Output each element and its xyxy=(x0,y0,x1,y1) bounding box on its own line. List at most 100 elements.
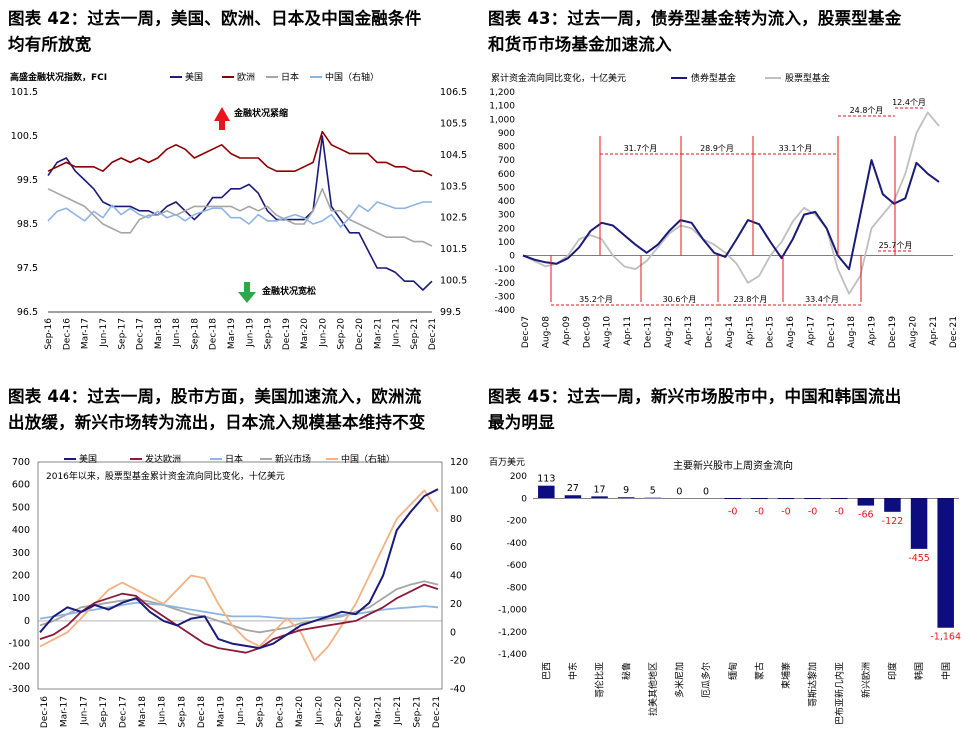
fig42-xtick-0: Sep-16 xyxy=(44,318,54,350)
fig43-ytick-1: 1,100 xyxy=(489,102,515,112)
fig45-value-label-1: 27 xyxy=(567,483,579,494)
fig45-bar-9 xyxy=(777,498,795,500)
fig43-xtick-3: Dec-09 xyxy=(582,316,592,348)
fig44-title: 图表 44：过去一周，股市方面，美国加速流入，欧洲流 出放缓，新兴市场转为流出，… xyxy=(8,384,478,436)
fig45-xtick-15: 中国 xyxy=(940,662,952,680)
fig43-bot-label-1: 30.6个月 xyxy=(663,295,697,304)
fig43-ytick-12: 0 xyxy=(509,252,515,262)
fig44-ytick-left-5: 200 xyxy=(12,571,30,582)
fig45-xtick-9: 柬埔寨 xyxy=(780,662,792,689)
fig44-series-cn xyxy=(39,489,439,662)
fig45-xtick-6: 厄瓜多尔 xyxy=(700,662,712,698)
fig42-xtick-7: Jun-18 xyxy=(172,318,182,348)
fig44-xtick-7: Sep-18 xyxy=(177,696,187,728)
fig42-xtick-15: Jun-20 xyxy=(318,318,328,348)
fig45-xtick-5: 多米尼加 xyxy=(674,662,686,698)
fig43-ytick-10: 200 xyxy=(498,224,515,234)
fig43-ytick-13: -100 xyxy=(495,265,516,275)
fig44-series-eu xyxy=(39,583,439,654)
fig44-ytick-right-8: -40 xyxy=(450,684,466,695)
fig44-xtick-15: Sep-20 xyxy=(334,696,344,728)
fig45-ytick-0: 200 xyxy=(510,472,527,482)
fig44-frame xyxy=(37,461,443,690)
fig43-note: 累计资金流向同比变化，十亿美元 xyxy=(491,72,626,84)
fig45-bar-1 xyxy=(564,495,582,499)
fig45-ytick-3: -400 xyxy=(507,539,528,549)
fig43-ytick-9: 300 xyxy=(498,211,515,221)
fig44-xtick-18: Jun-21 xyxy=(393,696,403,726)
fig43-title-line2: 和货币市场基金加速流入 xyxy=(488,35,672,54)
fig45-value-label-11: -0 xyxy=(834,506,843,517)
fig44-ytick-right-0: 120 xyxy=(450,457,468,468)
fig43-top-label-3: 24.8个月 xyxy=(850,106,884,115)
fig45-bar-3 xyxy=(617,497,635,499)
fig43-legend-label-0: 债券型基金 xyxy=(691,72,736,84)
fig44-xtick-10: Jun-19 xyxy=(236,696,246,726)
fig45-value-label-15: -1,164 xyxy=(930,632,961,643)
fig45-xtick-3: 秘鲁 xyxy=(620,662,632,680)
fig44-series-jp xyxy=(39,601,439,620)
fig43-ytick-8: 400 xyxy=(498,197,515,207)
fig45-value-label-0: 113 xyxy=(537,474,555,485)
fig42-xtick-17: Dec-20 xyxy=(355,318,365,350)
fig43-ytick-7: 500 xyxy=(498,183,515,193)
fig45-ytick-8: -1,400 xyxy=(498,650,527,660)
fig42-note: 高盛金融状况指数，FCI xyxy=(10,71,107,83)
fig45-bar-11 xyxy=(830,498,848,500)
fig44-svg: 美国 发达欧洲 日本 新兴市场 中国（右轴） 2016年以来，股票型基金累计资金流向同比变… xyxy=(8,453,468,728)
fig45-bar-14 xyxy=(910,498,928,549)
fig43-xtick-16: Aug-18 xyxy=(847,316,857,349)
fig45-svg: 百万美元 主要新兴股市上周资金流向 200 0 -200 -400 -600 -800 -1,0… xyxy=(489,456,961,725)
fig45-xtick-2: 哥伦比亚 xyxy=(594,662,606,698)
fig42-xtick-2: Mar-17 xyxy=(81,318,91,349)
fig45-value-label-8: -0 xyxy=(755,506,764,517)
fig44-ytick-left-6: 100 xyxy=(12,593,30,604)
fig45-value-label-5: 0 xyxy=(676,486,682,497)
fig45-ytick-6: -1,000 xyxy=(498,606,527,616)
fig42-legend-label-3: 中国（右轴） xyxy=(325,71,379,83)
fig45-ytick-1: 0 xyxy=(521,494,527,504)
fig42-xtick-13: Dec-19 xyxy=(282,318,292,350)
fig45-bar-7 xyxy=(724,498,741,500)
fig45-bar-0 xyxy=(538,485,555,499)
fig43-xtick-10: Aug-14 xyxy=(725,316,735,349)
fig43-ytick-11: 100 xyxy=(498,238,515,248)
fig42-down-arrow-icon xyxy=(238,282,256,303)
fig45-xtick-8: 蒙古 xyxy=(753,662,765,680)
fig44-xtick-16: Dec-20 xyxy=(354,696,364,728)
fig45-value-label-7: -0 xyxy=(728,506,737,517)
fig43-xtick-11: Apr-15 xyxy=(745,316,755,346)
fig45-value-label-4: 5 xyxy=(650,486,656,497)
fig42-xtick-10: Mar-19 xyxy=(227,318,237,349)
fig44-xtick-5: Mar-18 xyxy=(138,696,148,727)
fig45-xtick-7: 缅甸 xyxy=(727,662,739,680)
fig43-xtick-19: Aug-20 xyxy=(908,316,918,349)
fig44-ytick-left-7: 0 xyxy=(24,616,30,627)
fig43-ytick-4: 800 xyxy=(498,143,515,153)
fig43-ytick-2: 1,000 xyxy=(489,115,515,125)
fig43-xtick-6: Dec-11 xyxy=(643,316,653,348)
fig43-xtick-18: Dec-19 xyxy=(888,316,898,348)
fig44-title-line1: 图表 44：过去一周，股市方面，美国加速流入，欧洲流 xyxy=(8,387,422,406)
fig43-series-bond xyxy=(522,159,940,271)
fig42-xtick-9: Dec-18 xyxy=(209,318,219,350)
fig42-ytick-left-1: 100.5 xyxy=(11,131,38,142)
fig44-xtick-9: Mar-19 xyxy=(217,696,227,727)
fig44-xtick-12: Dec-19 xyxy=(275,696,285,728)
fig45-ytick-5: -800 xyxy=(507,583,528,593)
fig42-ytick-right-7: 99.5 xyxy=(440,307,461,318)
fig44-ytick-left-10: -300 xyxy=(8,684,30,695)
fig43-top-label-4: 12.4个月 xyxy=(892,98,926,107)
fig42-xtick-1: Dec-16 xyxy=(62,318,72,350)
fig44-ytick-left-4: 300 xyxy=(12,548,30,559)
fig44-ytick-right-7: -20 xyxy=(450,656,466,667)
fig42-legend-label-1: 欧洲 xyxy=(237,71,255,83)
fig43-top-label-1: 28.9个月 xyxy=(700,144,734,153)
fig45-xtick-14: 韩国 xyxy=(913,662,925,680)
fig44-xtick-17: Mar-21 xyxy=(373,696,383,727)
fig42-title: 图表 42：过去一周，美国、欧洲、日本及中国金融条件 均有所放宽 xyxy=(8,6,478,58)
fig44-xtick-13: Mar-20 xyxy=(295,696,305,727)
fig44-ytick-right-5: 20 xyxy=(450,599,462,610)
fig44-ytick-left-1: 600 xyxy=(12,480,30,491)
fig44-xtick-6: Jun-18 xyxy=(158,696,168,726)
